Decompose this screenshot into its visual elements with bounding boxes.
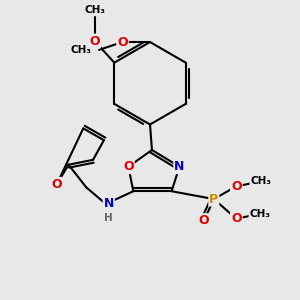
Text: O: O <box>51 178 62 191</box>
Text: O: O <box>231 180 242 193</box>
Text: N: N <box>174 160 184 173</box>
Text: O: O <box>123 160 134 173</box>
Text: H: H <box>104 213 113 223</box>
Text: O: O <box>231 212 242 225</box>
Text: O: O <box>199 214 209 227</box>
Text: CH₃: CH₃ <box>84 4 105 15</box>
Text: CH₃: CH₃ <box>70 45 91 55</box>
Text: N: N <box>103 197 114 211</box>
Text: O: O <box>117 35 128 49</box>
Text: CH₃: CH₃ <box>249 209 270 219</box>
Text: CH₃: CH₃ <box>250 176 272 186</box>
Text: O: O <box>89 34 100 48</box>
Text: P: P <box>209 193 218 206</box>
